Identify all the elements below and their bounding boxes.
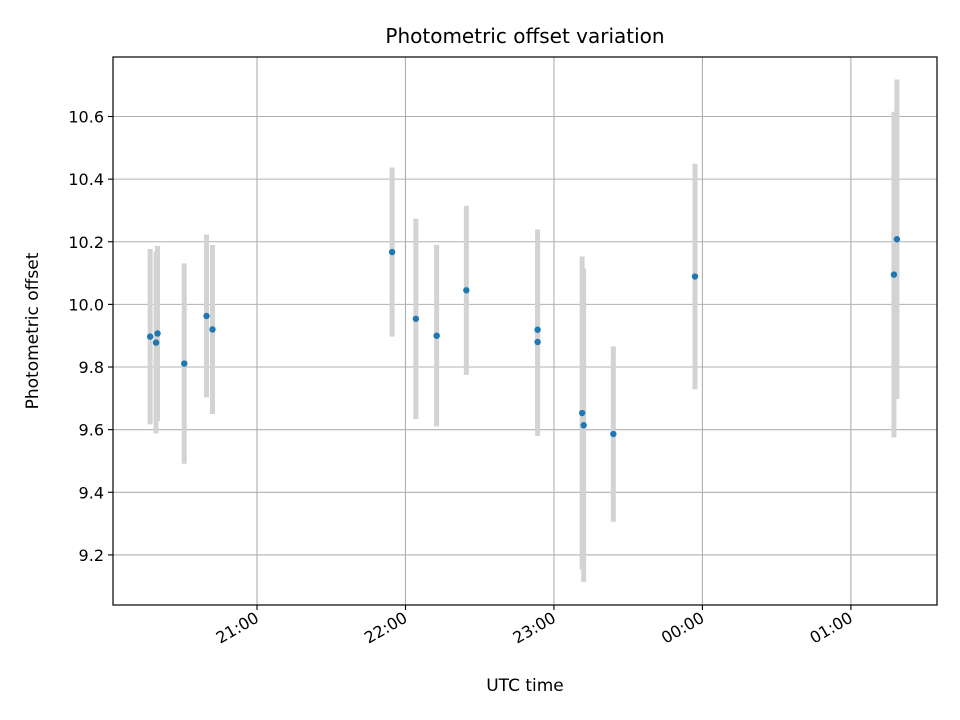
data-point (433, 332, 440, 339)
y-axis-label: Photometric offset (23, 252, 43, 409)
y-tick-label: 9.6 (79, 421, 104, 440)
chart-title: Photometric offset variation (385, 24, 664, 48)
data-point (610, 430, 617, 438)
data-point (463, 287, 470, 294)
y-tick-label: 9.8 (79, 358, 104, 377)
data-point (893, 236, 901, 243)
x-axis-label: UTC time (486, 676, 564, 696)
data-point (578, 409, 586, 417)
data-point (412, 315, 420, 322)
y-tick-label: 10.6 (68, 107, 104, 126)
grid (113, 57, 937, 605)
data-point (209, 326, 216, 333)
data-point (534, 326, 541, 333)
y-tick-label: 10.2 (68, 233, 104, 252)
data-point (146, 333, 154, 340)
data-point (691, 273, 699, 280)
plot-frame (112, 56, 938, 606)
y-tick-label: 9.2 (79, 546, 104, 565)
y-tick-label: 10.4 (68, 170, 104, 189)
y-tick-label: 10.0 (68, 295, 104, 314)
data-point (203, 312, 210, 320)
data-point (890, 271, 898, 278)
data-point (152, 339, 160, 346)
data-point (181, 360, 188, 367)
data-point (534, 338, 541, 346)
data-points (146, 236, 901, 438)
data-point (580, 422, 587, 429)
y-tick-label: 9.4 (79, 483, 104, 502)
data-point (154, 330, 161, 337)
data-point (388, 248, 396, 256)
